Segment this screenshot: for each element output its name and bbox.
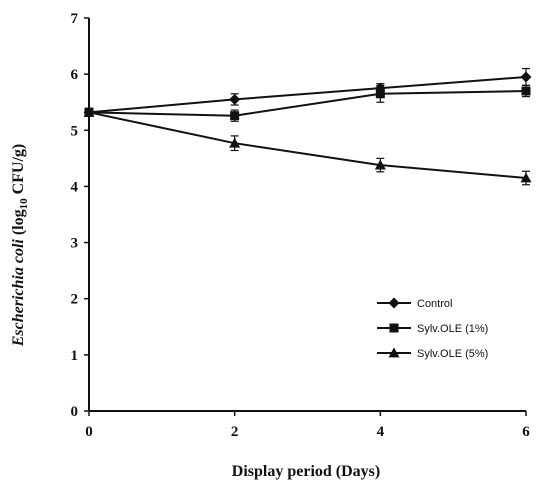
data-point (521, 86, 531, 96)
y-axis-title-unit-start: (log (10, 209, 27, 239)
legend-label: Sylv.OLE (5%) (417, 348, 488, 360)
y-axis-title: Escherichia coli (log10 CFU/g) (10, 144, 30, 348)
legend-item: Sylv.OLE (1%) (377, 323, 488, 335)
series-line (88, 75, 527, 114)
legend-marker (388, 297, 400, 309)
series-line (88, 89, 527, 117)
data-point (520, 71, 532, 83)
series-2 (84, 84, 531, 122)
y-tick-label: 5 (71, 123, 79, 139)
y-tick-label: 7 (71, 11, 79, 27)
y-ticks: 0 1 2 3 4 5 6 7 (71, 11, 89, 420)
y-axis-title-organism: Escherichia coli (10, 239, 27, 348)
series-line (88, 111, 527, 180)
x-tick-label: 4 (377, 424, 385, 440)
data-point (229, 93, 241, 105)
x-tick-label: 0 (85, 424, 93, 440)
axes: 0 1 2 3 4 5 6 7 0 2 4 6 (71, 11, 531, 440)
y-axis-title-unit-end: CFU/g) (10, 144, 27, 199)
x-tick-label: 2 (231, 424, 239, 440)
legend-marker (389, 323, 399, 333)
y-tick-label: 3 (71, 236, 79, 252)
data-point (375, 89, 385, 99)
data-point (230, 111, 240, 121)
legend-item: Sylv.OLE (5%) (377, 347, 488, 360)
x-axis-title: Display period (Days) (232, 463, 380, 480)
y-tick-label: 1 (71, 348, 79, 364)
legend: Control Sylv.OLE (1%) Sylv.OLE (5%) (377, 297, 488, 360)
x-ticks: 0 2 4 6 (85, 411, 530, 440)
legend-item: Control (377, 297, 452, 310)
x-tick-label: 6 (522, 424, 530, 440)
data-point (374, 159, 386, 170)
legend-marker (388, 347, 400, 358)
data-point (520, 172, 532, 183)
y-tick-label: 0 (71, 404, 79, 420)
legend-label: Control (417, 298, 452, 310)
legend-label: Sylv.OLE (1%) (417, 323, 488, 335)
y-axis-title-subscript: 10 (18, 198, 30, 210)
series-3 (83, 106, 532, 186)
plot-area (83, 67, 532, 186)
y-tick-label: 6 (71, 67, 79, 83)
data-point (229, 137, 241, 148)
y-tick-label: 2 (71, 292, 79, 308)
y-tick-label: 4 (71, 179, 79, 195)
